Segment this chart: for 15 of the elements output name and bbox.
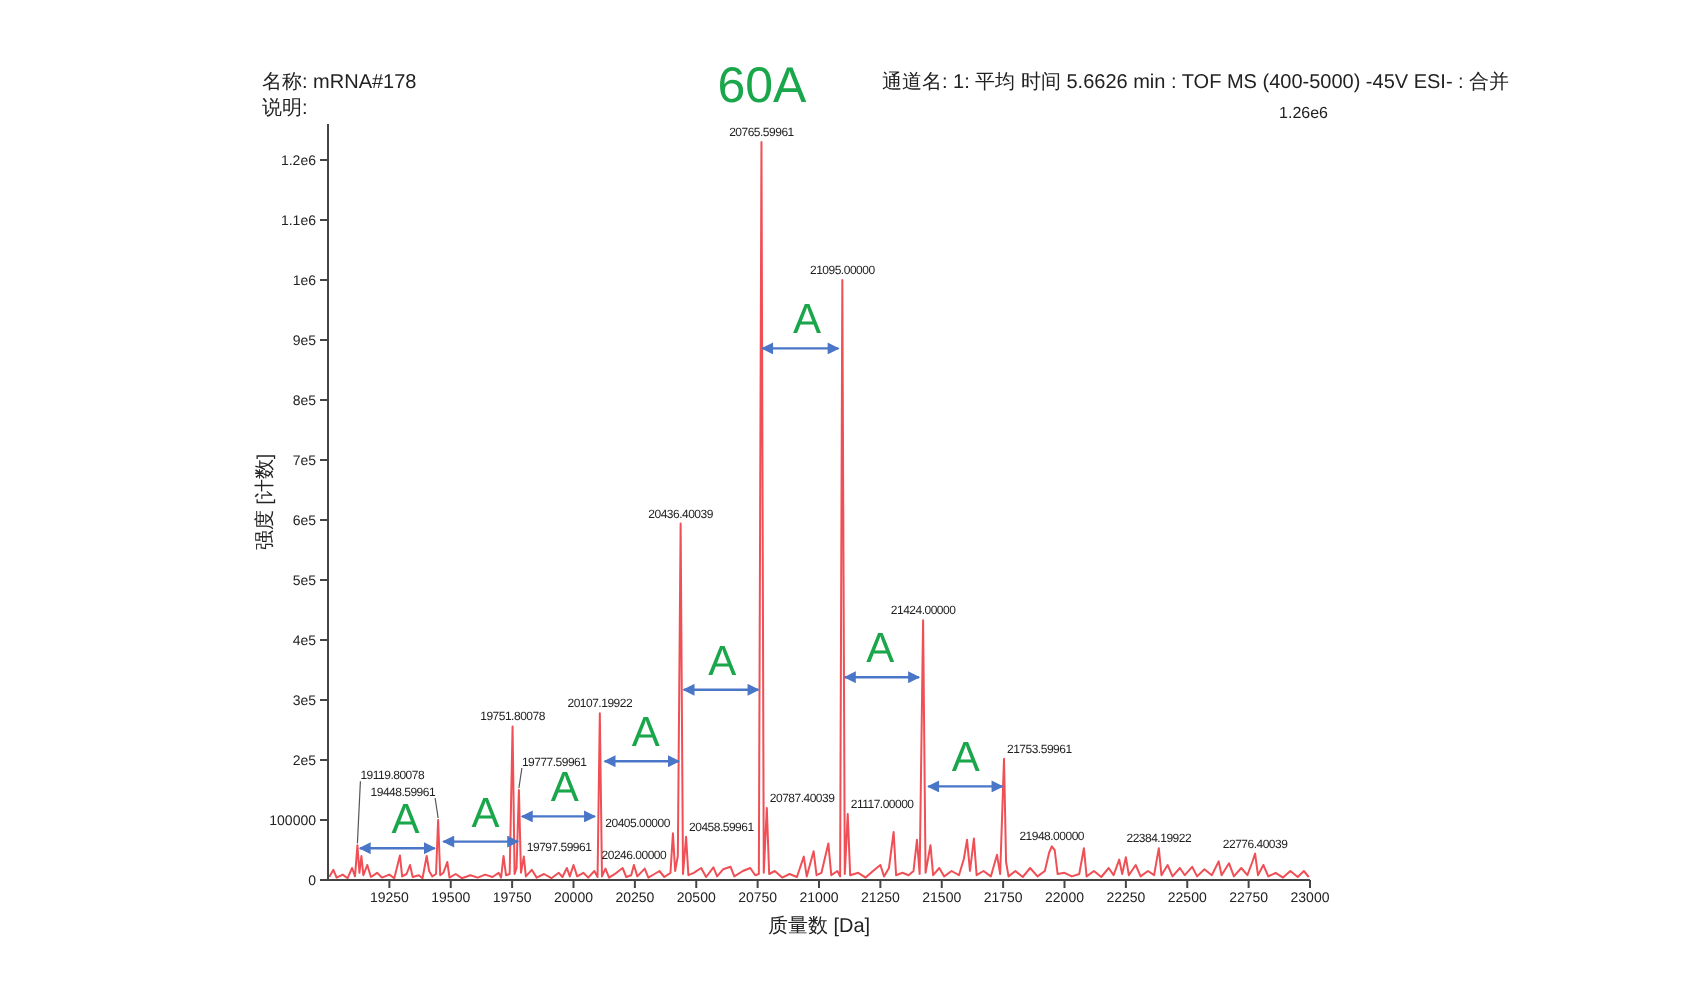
annotation: A (866, 626, 895, 673)
text: 名称: mRNA#178 (262, 70, 418, 94)
annotation: A (792, 297, 821, 344)
annotation: A (391, 797, 420, 844)
annotation: A (550, 765, 579, 812)
text: 通道名: 1: 平均 时间 5.6626 min : TOF MS (400-5000) -45V ESI- : 合并 (882, 70, 1510, 94)
x-axis-title: 质量数 [Da] (767, 914, 871, 938)
annotation: A (708, 638, 737, 685)
annotation: A (631, 710, 660, 757)
annotation: A (471, 790, 500, 837)
text: 说明: (262, 96, 308, 120)
annotation: A (951, 735, 980, 782)
y-axis-title: 强度 [计数] (253, 453, 277, 551)
text: 1.26e6 (1279, 104, 1330, 122)
text: 60A (717, 58, 808, 114)
